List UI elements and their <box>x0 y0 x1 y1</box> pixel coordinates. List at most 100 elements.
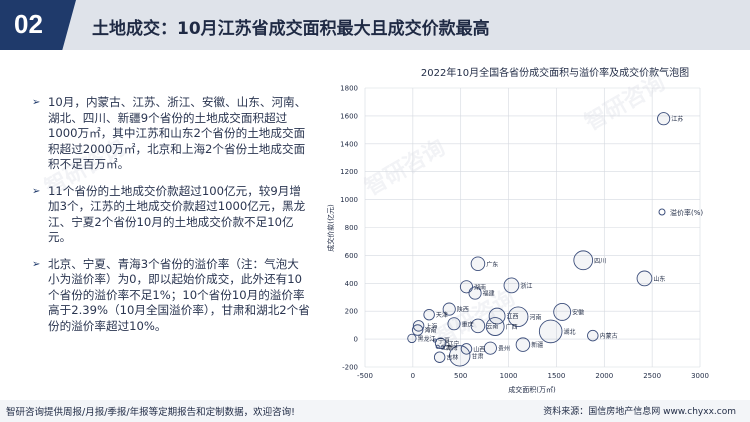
footer-bar <box>0 400 750 422</box>
data-bubble <box>468 286 482 300</box>
bubble-label: 新疆 <box>531 341 543 349</box>
bubble-label: 浙江 <box>520 282 532 290</box>
bubble-label: 辽宁 <box>447 340 459 348</box>
x-axis-label: 成交面积(万㎡) <box>508 385 556 394</box>
chart-bubbles <box>407 112 671 367</box>
bullet-text: 北京、宁夏、青海3个省份的溢价率（注：气泡大小为溢价率）为0，即以起始价成交，此… <box>48 256 310 333</box>
data-bubble <box>483 341 497 355</box>
y-tick-label: 400 <box>345 280 358 288</box>
data-bubble <box>573 250 594 271</box>
y-tick-label: -200 <box>342 364 358 372</box>
data-bubble <box>412 320 425 332</box>
data-bubble <box>657 112 671 126</box>
arrow-bullet-icon: ➢ <box>32 97 41 108</box>
data-bubble <box>538 319 563 344</box>
data-bubble <box>423 308 435 321</box>
bullet-text: 10月，内蒙古、江苏、浙江、安徽、山东、河南、湖北、四川、新疆9个省份的土地成交… <box>48 95 307 171</box>
bubble-label: 河南 <box>529 313 541 321</box>
bubble-label: 北京 <box>441 343 453 351</box>
data-bubble <box>411 324 424 336</box>
bubble-label: 重庆 <box>462 320 474 328</box>
footer-note: 智研咨询提供周报/月报/季报/年报等定期报告和定制数据，欢迎咨询! <box>6 407 295 418</box>
legend-bubble <box>658 208 666 216</box>
bubble-label: 上海 <box>425 322 437 330</box>
y-tick-label: 600 <box>345 252 358 260</box>
data-bubble <box>636 270 653 287</box>
bubble-label: 贵州 <box>498 345 510 353</box>
bubble-label: 陕西 <box>457 306 469 314</box>
bubble-label: 安徽 <box>572 308 584 316</box>
data-bubble <box>435 344 440 349</box>
data-bubble <box>447 317 461 331</box>
x-tick-label: 2000 <box>595 372 613 380</box>
legend-label: 溢价率(%) <box>670 208 703 217</box>
y-tick-label: 1600 <box>340 112 358 120</box>
y-axis-label: 成交价款(亿元) <box>326 204 335 252</box>
bullet-item: ➢ 11个省份的土地成交价款超过100亿元，较9月增加3个，江苏的土地成交价款超… <box>32 184 310 246</box>
arrow-bullet-icon: ➢ <box>32 258 41 270</box>
bubble-label: 福建 <box>483 290 495 298</box>
x-tick-label: 1000 <box>500 372 518 380</box>
chart-grid <box>364 87 701 368</box>
data-bubble <box>503 277 520 294</box>
bubble-label: 青海 <box>446 344 458 352</box>
data-bubble <box>442 302 456 316</box>
bubble-label: 四川 <box>594 258 606 265</box>
y-tick-label: 800 <box>345 224 358 232</box>
y-tick-label: 200 <box>345 308 358 316</box>
legend: 溢价率(%) <box>658 208 703 217</box>
section-number-box: 02 <box>0 0 76 50</box>
x-tick-label: -500 <box>357 372 373 380</box>
bubble-label: 广东 <box>486 260 498 268</box>
bubble-label: 湖北 <box>564 328 576 336</box>
bubble-label: 海南 <box>424 327 436 335</box>
bubble-label: 内蒙古 <box>600 332 618 340</box>
bullet-text: 11个省份的土地成交价款超过100亿元，较9月增加3个，江苏的土地成交价款超过1… <box>48 183 306 245</box>
y-tick-label: 0 <box>354 336 358 344</box>
chart-ticks: -200 0 200 400 600 800 1000 1200 1400 1600 1800 -50… <box>340 85 709 381</box>
data-bubble <box>470 256 486 272</box>
data-bubble <box>470 318 486 334</box>
data-bubble <box>407 333 417 344</box>
x-tick-label: 2500 <box>643 372 661 380</box>
bubble-label: 广西 <box>506 323 518 331</box>
bullet-item: ➢ 10月，内蒙古、江苏、浙江、安徽、山东、河南、湖北、四川、新疆9个省份的土地… <box>32 95 310 173</box>
bullet-list: ➢ 10月，内蒙古、江苏、浙江、安徽、山东、河南、湖北、四川、新疆9个省份的土地… <box>32 95 310 345</box>
data-bubble <box>507 306 529 328</box>
bubble-label: 山西 <box>473 345 485 353</box>
data-bubble <box>433 351 446 363</box>
y-tick-label: 1400 <box>340 140 358 148</box>
x-tick-label: 500 <box>454 372 467 380</box>
section-number: 02 <box>14 9 43 39</box>
y-tick-label: 1200 <box>340 168 358 176</box>
slide-header: 02 土地成交：10月江苏省成交面积最大且成交价款最高 <box>0 0 750 50</box>
bubble-label: 吉林 <box>446 354 458 362</box>
bubble-label: 甘肃 <box>471 352 483 360</box>
data-bubble <box>440 345 445 350</box>
y-tick-label: 1800 <box>340 85 358 93</box>
x-tick-label: 1500 <box>548 372 566 380</box>
bubble-label: 天津 <box>436 312 448 319</box>
x-tick-label: 0 <box>411 372 415 380</box>
data-bubble <box>553 302 572 321</box>
bubble-label: 黑龙江 <box>418 335 436 343</box>
arrow-bullet-icon: ➢ <box>32 185 41 197</box>
bubble-label: 山东 <box>653 275 665 283</box>
slide-title: 土地成交：10月江苏省成交面积最大且成交价款最高 <box>92 19 490 39</box>
bubble-label: 江苏 <box>671 115 683 123</box>
bubble-label: 江西 <box>507 314 519 321</box>
data-bubble <box>515 337 531 352</box>
x-tick-label: 3000 <box>691 372 709 380</box>
data-bubble <box>449 345 471 367</box>
data-bubble <box>587 329 599 342</box>
bubble-label: 湖南 <box>474 283 486 291</box>
bubble-label: 宁夏 <box>438 337 450 345</box>
bullet-item: ➢ 北京、宁夏、青海3个省份的溢价率（注：气泡大小为溢价率）为0，即以起始价成交… <box>32 257 310 335</box>
bubble-label: 云南 <box>486 322 498 330</box>
footer-source: 资料来源：国信房地产信息网 www.chyxx.com <box>543 407 736 417</box>
data-bubble <box>485 317 505 336</box>
y-tick-label: 1000 <box>340 196 358 204</box>
chart-title: 2022年10月全国各省份成交面积与溢价率及成交价款气泡图 <box>420 68 690 79</box>
